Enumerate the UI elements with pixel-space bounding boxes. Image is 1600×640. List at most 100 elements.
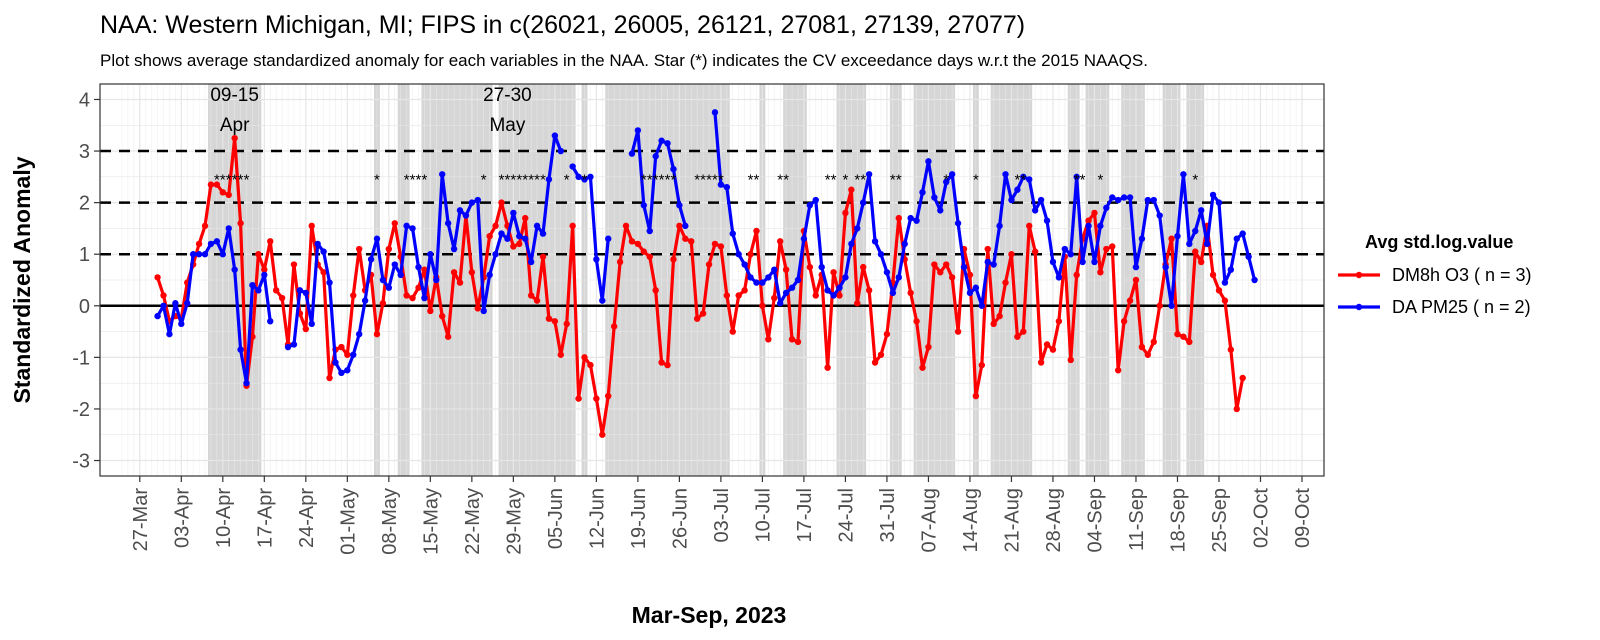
data-point-pm25: [871, 238, 879, 245]
y-tick-label: -3: [72, 451, 90, 473]
data-point-o3: [1186, 338, 1193, 346]
data-point-pm25: [735, 251, 742, 258]
x-tick-label: 04-Sep: [1084, 488, 1106, 553]
exceedance-star: *: [516, 172, 522, 189]
data-point-pm25: [1091, 258, 1098, 266]
data-point-o3: [937, 269, 944, 276]
data-point-pm25: [747, 274, 754, 281]
exceedance-star: *: [421, 172, 427, 189]
exceedance-star: *: [1074, 172, 1080, 189]
x-tick-label: 03-Apr: [171, 488, 193, 548]
data-point-pm25: [676, 202, 683, 209]
data-point-o3: [765, 336, 772, 343]
data-point-pm25: [355, 330, 363, 338]
data-point-pm25: [1150, 196, 1157, 204]
legend-label: DA PM25 ( n = 2): [1392, 297, 1531, 317]
data-point-pm25: [1026, 176, 1033, 183]
data-point-pm25: [249, 281, 256, 289]
data-point-pm25: [640, 202, 648, 209]
data-point-o3: [682, 235, 689, 242]
data-point-pm25: [729, 230, 736, 237]
data-point-o3: [664, 361, 671, 369]
data-point-o3: [569, 222, 576, 230]
exceedance-star: *: [842, 172, 848, 189]
legend-title: Avg std.log.value: [1365, 232, 1513, 252]
data-point-o3: [1091, 209, 1098, 217]
data-point-o3: [450, 269, 458, 276]
annotation-label: May: [489, 115, 525, 136]
y-tick-label: 3: [79, 141, 90, 163]
data-point-pm25: [854, 225, 861, 232]
exceedance-star: *: [860, 172, 866, 189]
data-point-pm25: [1037, 196, 1045, 204]
data-point-o3: [1233, 405, 1240, 413]
data-point-pm25: [670, 165, 677, 173]
data-point-pm25: [1186, 240, 1193, 248]
exceedance-star: *: [718, 172, 724, 189]
x-tick-label: 25-Sep: [1209, 488, 1231, 553]
annotation-label: Apr: [220, 115, 250, 136]
data-point-o3: [848, 186, 855, 193]
data-point-pm25: [439, 171, 446, 178]
data-point-pm25: [557, 147, 564, 155]
data-point-o3: [498, 199, 505, 206]
data-point-o3: [676, 222, 683, 230]
data-point-pm25: [1221, 279, 1229, 286]
exceedance-star: *: [700, 172, 706, 189]
exceedance-star: *: [641, 172, 647, 189]
data-point-o3: [925, 343, 932, 351]
data-point-o3: [652, 287, 659, 294]
data-point-o3: [771, 294, 778, 302]
data-point-pm25: [403, 222, 410, 230]
data-point-pm25: [830, 292, 837, 299]
data-point-pm25: [468, 199, 476, 206]
data-point-o3: [1043, 341, 1051, 348]
data-point-pm25: [207, 240, 215, 248]
data-point-o3: [492, 222, 499, 230]
exceedance-star: *: [1080, 172, 1086, 189]
data-point-o3: [1168, 235, 1175, 242]
data-point-pm25: [901, 240, 908, 248]
data-point-pm25: [1168, 302, 1175, 309]
data-point-o3: [931, 261, 938, 268]
data-point-pm25: [1120, 194, 1128, 201]
data-point-pm25: [913, 217, 920, 224]
x-tick-label: 29-May: [503, 488, 525, 555]
data-point-o3: [1037, 359, 1045, 366]
data-point-pm25: [213, 238, 221, 245]
data-point-pm25: [1043, 217, 1051, 224]
data-point-pm25: [166, 330, 173, 338]
data-point-o3: [640, 248, 648, 255]
data-point-o3: [551, 318, 559, 325]
data-point-o3: [533, 297, 541, 304]
data-point-pm25: [883, 269, 891, 276]
data-point-pm25: [806, 202, 814, 209]
data-point-o3: [302, 325, 310, 333]
data-point-pm25: [877, 251, 885, 258]
data-point-o3: [972, 392, 980, 400]
data-point-pm25: [231, 266, 238, 273]
data-point-o3: [290, 261, 298, 268]
exceedance-star: *: [374, 172, 380, 189]
exceedance-star: *: [481, 172, 487, 189]
data-point-pm25: [1233, 235, 1240, 242]
exceedance-star: *: [831, 172, 837, 189]
data-point-o3: [622, 222, 630, 230]
data-point-pm25: [326, 279, 333, 286]
y-tick-label: 4: [79, 89, 90, 111]
data-point-pm25: [373, 235, 381, 242]
exceedance-star: *: [1192, 172, 1198, 189]
data-point-pm25: [255, 287, 262, 294]
data-point-pm25: [1174, 232, 1181, 240]
exceedance-star: *: [671, 172, 677, 189]
x-tick-label: 24-Apr: [296, 488, 318, 548]
data-point-o3: [427, 307, 434, 315]
data-point-o3: [587, 361, 594, 369]
data-point-pm25: [189, 251, 197, 258]
data-point-pm25: [948, 171, 956, 178]
data-point-pm25: [652, 153, 659, 160]
x-tick-label: 11-Sep: [1126, 488, 1148, 551]
data-point-pm25: [361, 297, 369, 304]
series-lines: [154, 109, 1258, 438]
data-point-pm25: [937, 207, 944, 214]
